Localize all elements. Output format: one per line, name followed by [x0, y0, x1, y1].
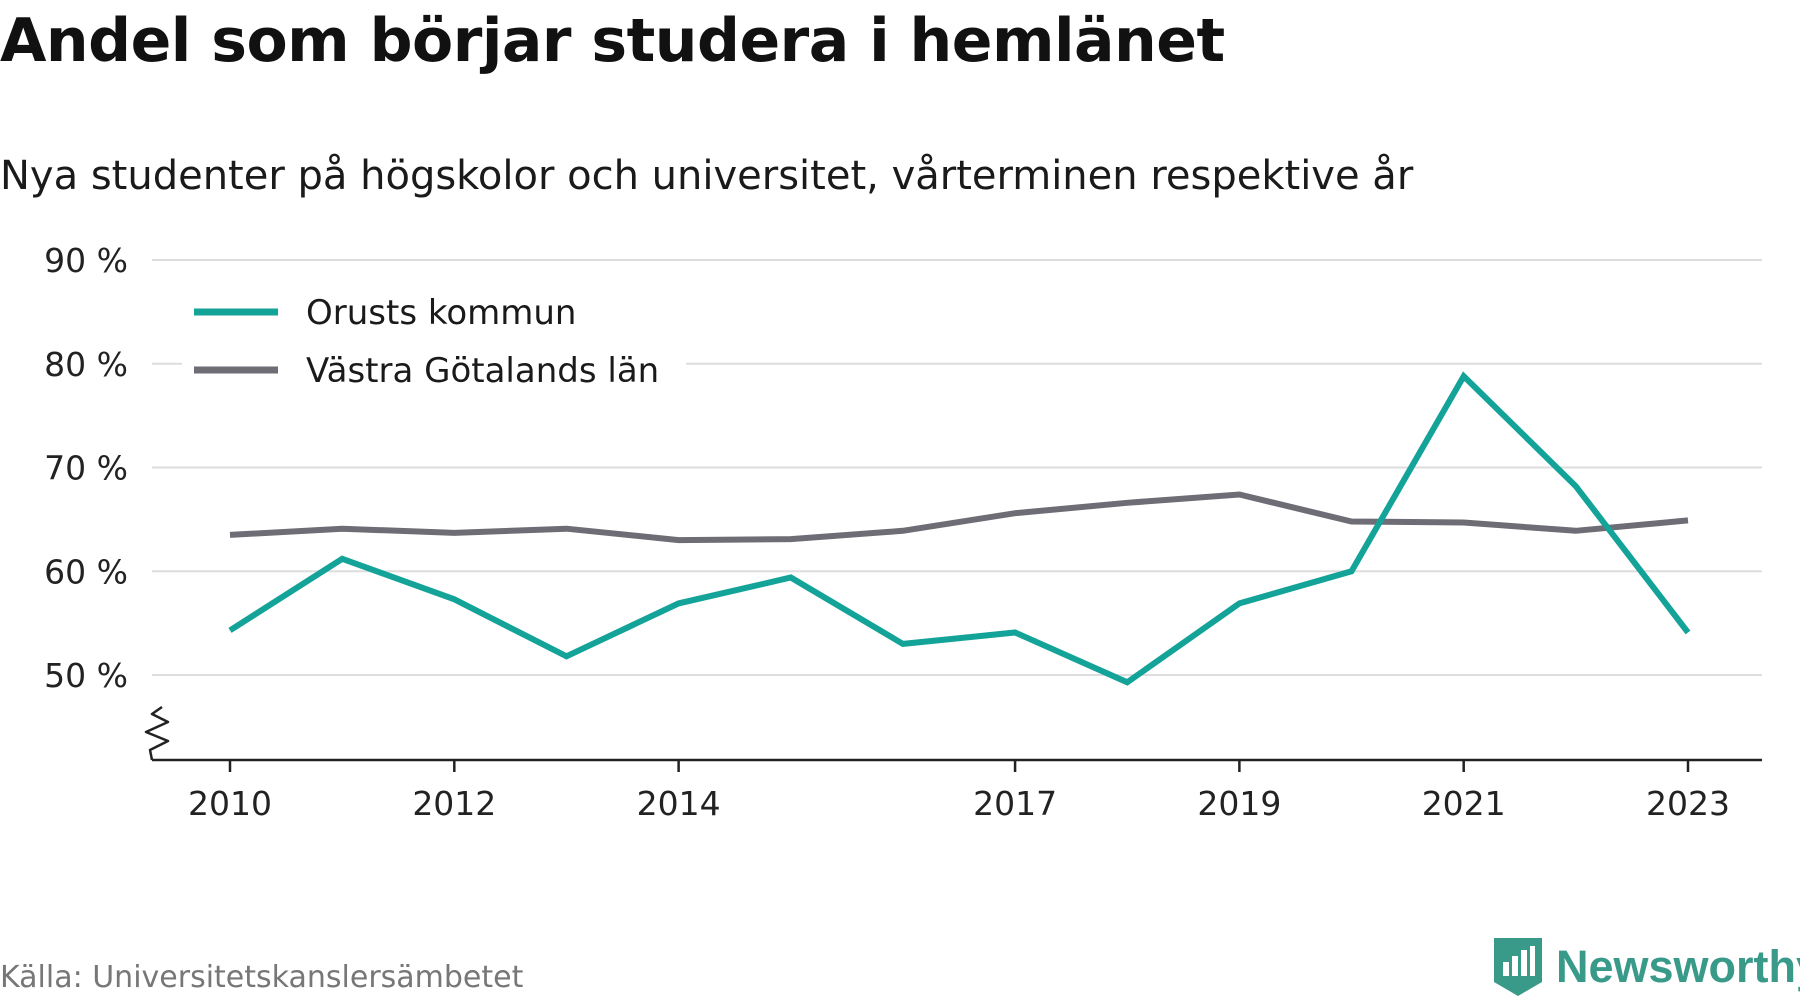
y-tick-label: 90 %	[44, 241, 128, 280]
y-axis-labels: 50 % 60 % 70 % 80 % 90 %	[44, 241, 128, 695]
chart-subtitle: Nya studenter på högskolor och universit…	[0, 153, 1414, 199]
x-axis: 2010 2012 2014 2017 2019 2021 2023	[144, 705, 1762, 823]
legend-label: Orusts kommun	[306, 293, 576, 333]
y-tick-label: 70 %	[44, 449, 128, 488]
chart-title: Andel som börjar studera i hemlänet	[0, 6, 1225, 76]
newsworthy-logo: Newsworthy	[1494, 938, 1800, 996]
brand-name: Newsworthy	[1556, 941, 1800, 992]
x-tick-label: 2019	[1197, 784, 1281, 823]
legend-label: Västra Götalands län	[306, 351, 659, 391]
y-tick-label: 50 %	[44, 656, 128, 695]
y-tick-label: 80 %	[44, 345, 128, 384]
legend-background	[182, 276, 686, 398]
x-tick-label: 2012	[412, 784, 496, 823]
axis-break-icon	[144, 705, 170, 761]
legend: Orusts kommun Västra Götalands län	[182, 276, 686, 398]
newsworthy-icon	[1494, 938, 1542, 996]
x-tick-label: 2014	[637, 784, 721, 823]
x-tick-label: 2023	[1646, 784, 1730, 823]
series-line-orusts-kommun	[228, 371, 1691, 686]
source-note: Källa: Universitetskanslersämbetet	[0, 960, 524, 995]
series-line-vastra-gotalands-lan	[229, 491, 1689, 544]
y-tick-label: 60 %	[44, 552, 128, 591]
x-tick-label: 2010	[188, 784, 272, 823]
x-tick-label: 2021	[1422, 784, 1506, 823]
series-lines	[228, 371, 1691, 686]
x-tick-label: 2017	[973, 784, 1057, 823]
